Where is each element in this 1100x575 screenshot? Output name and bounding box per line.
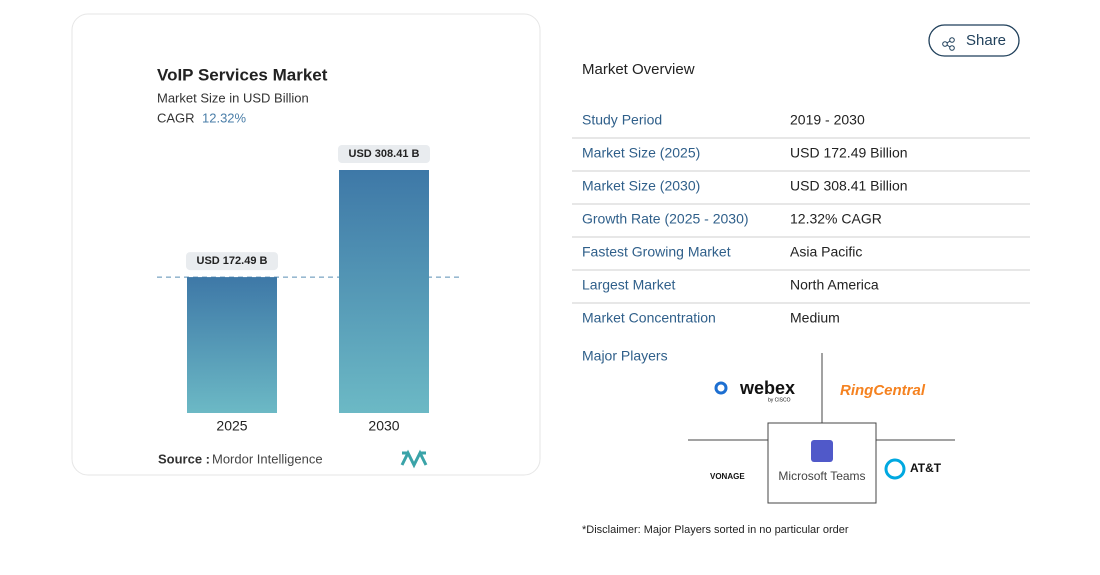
bar <box>339 170 429 413</box>
chart-subtitle: Market Size in USD Billion <box>157 90 309 105</box>
row-value: 12.32% CAGR <box>790 211 882 227</box>
row-value: North America <box>790 277 879 293</box>
value-label-box <box>186 252 278 271</box>
value-label: USD 308.41 B <box>349 148 420 160</box>
share-label[interactable]: Share <box>966 32 1006 49</box>
source-label: Source : <box>158 451 210 466</box>
row-value: Medium <box>790 310 840 326</box>
row-value: Asia Pacific <box>790 244 862 260</box>
cagr-label: CAGR <box>157 110 195 125</box>
bar <box>187 277 277 413</box>
players-grid <box>688 353 955 504</box>
x-tick-label: 2030 <box>368 418 399 434</box>
teams-logo: Microsoft Teams <box>778 469 865 483</box>
webex-icon <box>714 381 728 395</box>
logo <box>400 449 428 469</box>
disclaimer: *Disclaimer: Major Players sorted in no … <box>582 524 849 536</box>
teams-icon <box>811 440 833 462</box>
webex-logo: webex <box>739 378 795 398</box>
row-label: Market Size (2025) <box>582 145 700 161</box>
row-label: Study Period <box>582 112 662 128</box>
att-logo: AT&T <box>910 461 942 475</box>
row-value: USD 308.41 Billion <box>790 178 908 194</box>
value-label: USD 172.49 B <box>197 255 268 267</box>
webex-sub: by CISCO <box>768 397 791 403</box>
row-label: Fastest Growing Market <box>582 244 731 260</box>
players-title: Major Players <box>582 348 668 364</box>
cagr-value: 12.32% <box>202 110 247 125</box>
vonage-logo: VONAGE <box>710 472 745 481</box>
row-label: Market Concentration <box>582 310 716 326</box>
x-tick-label: 2025 <box>216 418 247 434</box>
source: Mordor Intelligence <box>212 451 323 466</box>
row-value: 2019 - 2030 <box>790 112 865 128</box>
value-label-box <box>338 145 430 163</box>
overview-title: Market Overview <box>582 61 695 78</box>
row-label: Largest Market <box>582 277 675 293</box>
ringcentral-logo: RingCentral <box>840 382 926 399</box>
row-label: Growth Rate (2025 - 2030) <box>582 211 749 227</box>
chart-title: VoIP Services Market <box>157 65 328 84</box>
share-button[interactable] <box>928 24 1020 57</box>
share-icon <box>942 37 955 51</box>
row-label: Market Size (2030) <box>582 178 700 194</box>
row-value: USD 172.49 Billion <box>790 145 908 161</box>
att-icon <box>884 458 906 480</box>
